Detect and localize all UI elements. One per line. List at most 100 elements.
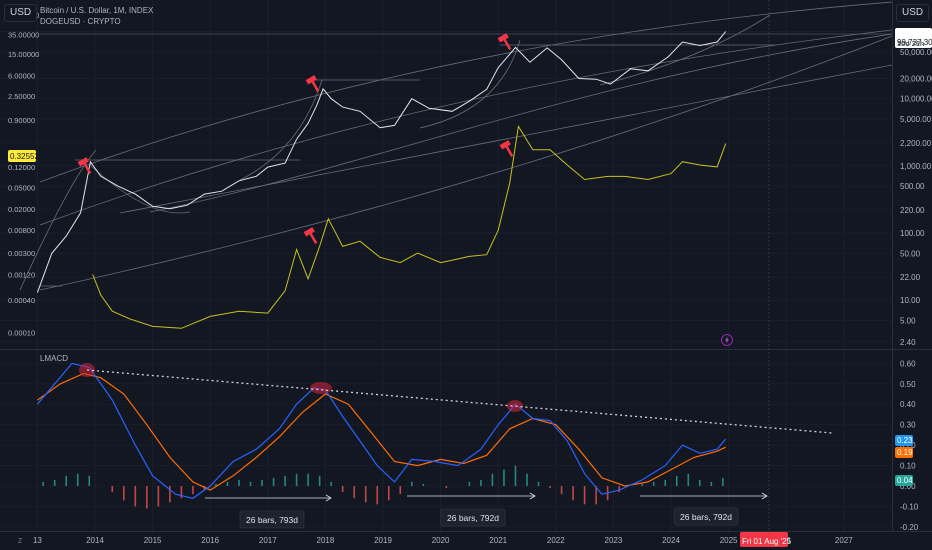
x-tick-label: 2023 (605, 536, 623, 545)
marker-head (77, 157, 89, 167)
doge-price-line[interactable] (92, 124, 727, 329)
left-axis-tick-label: 0.00300 (8, 249, 35, 258)
macd-line[interactable] (36, 362, 727, 499)
macd-value-badge: 0.23 (895, 435, 913, 446)
x-tick-label: 2018 (317, 536, 335, 545)
main-symbol-legend[interactable]: Bitcoin / U.S. Dollar, 1M, INDEX (40, 6, 154, 15)
x-tick-label: 2017 (259, 536, 277, 545)
doge-price-badge-bg (8, 150, 36, 162)
macd-axis-tick-label: 0.30 (900, 421, 916, 430)
right-axis-tick-label: 50,000.00 (900, 48, 932, 57)
lightning-icon[interactable] (721, 334, 733, 346)
date-range-arrowhead (325, 494, 332, 502)
x-tick-label: 2022 (547, 536, 565, 545)
x-tick-label: 2025 (720, 536, 738, 545)
histogram-value-badge-text: 0.04 (897, 476, 913, 485)
parabola-2013[interactable] (19, 149, 97, 291)
drawing-tools (19, 0, 893, 531)
date-range-arrowhead (761, 492, 768, 500)
btc-countdown-text: 10d 21h (897, 39, 924, 48)
macd-axis-tick-label: 0.10 (900, 462, 916, 471)
left-axis-tick-label: 35.00000 (8, 30, 39, 39)
histogram-value-badge: 0.04 (895, 475, 913, 486)
x-tick-label: 2019 (374, 536, 392, 545)
lower-trendline[interactable] (39, 35, 893, 291)
signal-value-badge: 0.19 (895, 447, 913, 458)
bottom-channel-line[interactable] (149, 33, 893, 213)
left-axis-tick-label: 0.12000 (8, 163, 35, 172)
btc-price-line[interactable] (36, 31, 727, 293)
histogram-value-badge-bg (895, 475, 913, 486)
x-tick-label: 2020 (432, 536, 450, 545)
top-marker-icon[interactable] (77, 157, 92, 174)
right-axis-tick-label: 220.00 (900, 206, 925, 215)
series-layer (36, 31, 727, 329)
right-axis-tick-label: 100.00 (900, 229, 925, 238)
date-range-label-box[interactable] (440, 508, 506, 527)
left-axis-tick-label: 0.00040 (8, 296, 35, 305)
parabola-2021[interactable] (419, 39, 521, 129)
right-axis-tick-label: 22.00 (900, 273, 921, 282)
top-marker-icon[interactable] (305, 75, 320, 92)
date-range-label-box[interactable] (673, 507, 739, 526)
macd-value-badge-bg (895, 435, 913, 446)
btc-price-badge-bg (895, 28, 932, 48)
crosshair-date-badge: Fri 01 Aug '25 (740, 532, 792, 547)
macd-axis-tick-label: 0.40 (900, 400, 916, 409)
axes: 13 2014 2015 2016 2017 2018 2019 2020 2021 2022 20… (8, 11, 932, 545)
x-tick-label: 2015 (144, 536, 162, 545)
parabola-2017[interactable] (239, 79, 323, 181)
btc-price-badge-text: 99,737.30 (897, 38, 932, 47)
date-range-label: 26 bars, 792d (680, 512, 732, 522)
macd-axis-tick-label: 0.50 (900, 380, 916, 389)
macd-axis-tick-label: 0.00 (900, 482, 916, 491)
macd-peak-highlight[interactable] (507, 400, 523, 412)
long-support-line[interactable] (119, 64, 893, 214)
right-axis-tick-label: 10,000.00 (900, 95, 932, 104)
marker-handle (83, 162, 92, 174)
date-range-label-box[interactable] (239, 510, 305, 529)
date-range-arrowhead (529, 492, 536, 500)
parabola-2025[interactable] (599, 14, 771, 86)
cycle-curve-2014[interactable] (89, 164, 191, 214)
indicator-legend[interactable]: LMACD (40, 354, 69, 363)
date-range-label: 26 bars, 792d (447, 513, 499, 523)
marker-handle (503, 38, 512, 50)
marker-handle (309, 232, 318, 244)
date-range-label: 26 bars, 793d (246, 515, 298, 525)
macd-axis-tick-label: -0.20 (900, 523, 919, 532)
right-axis-tick-label: 5,000.00 (900, 115, 932, 124)
macd-value-badge-text: 0.23 (897, 436, 913, 445)
right-axis-tick-label: 5.00 (900, 316, 916, 325)
grid (36, 0, 845, 531)
top-marker-icon[interactable] (497, 33, 512, 50)
signal-value-badge-text: 0.19 (897, 448, 913, 457)
top-marker-icon[interactable] (499, 140, 514, 157)
btc-price-badge: 99,737.30 (895, 28, 932, 48)
crosshair-date-badge-bg (740, 532, 788, 547)
left-axis-tick-label: 0.90000 (8, 116, 35, 125)
upper-log-curve[interactable] (39, 1, 893, 183)
macd-axis-tick-label: 0.60 (900, 359, 916, 368)
signal-line[interactable] (37, 372, 726, 491)
x-tick-label: 2016 (201, 536, 219, 545)
macd-peak-highlight[interactable] (310, 382, 332, 394)
doge-price-badge-text: 0.32552 (10, 152, 39, 161)
left-currency-button[interactable]: USD (4, 4, 38, 22)
lightning-ring (721, 334, 733, 346)
left-axis-tick-label: 6.00000 (8, 72, 35, 81)
right-axis-tick-label: 10.00 (900, 296, 921, 305)
crosshair-date-badge-text: Fri 01 Aug '25 (742, 537, 792, 546)
left-axis-tick-label: 2.50000 (8, 92, 35, 101)
lightning-bolt (725, 336, 729, 344)
right-currency-button[interactable]: USD (896, 4, 930, 22)
top-marker-icon[interactable] (303, 227, 318, 244)
marker-head (497, 33, 509, 43)
x-tick-label: 2014 (86, 536, 104, 545)
left-axis-tick-label: 0.05000 (8, 183, 35, 192)
x-tick-label: 2027 (835, 536, 853, 545)
middle-log-curve[interactable] (39, 29, 893, 226)
overlay-symbol-legend[interactable]: DOGEUSD · CRYPTO (40, 17, 121, 26)
